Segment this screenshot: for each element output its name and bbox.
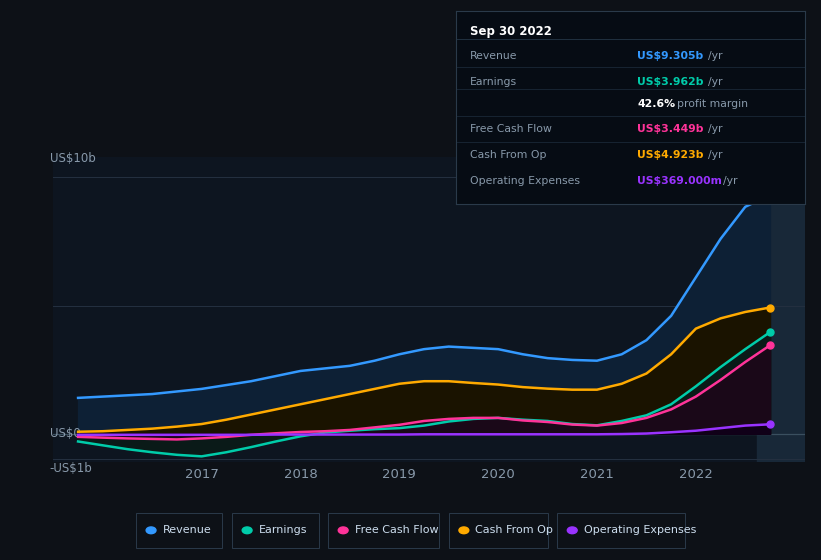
Text: US$10b: US$10b (49, 152, 95, 165)
Text: US$3.962b: US$3.962b (637, 77, 704, 87)
Text: US$0: US$0 (49, 427, 80, 440)
Text: US$369.000m: US$369.000m (637, 176, 722, 186)
Text: US$3.449b: US$3.449b (637, 124, 704, 134)
Text: US$9.305b: US$9.305b (637, 50, 704, 60)
Text: Free Cash Flow: Free Cash Flow (470, 124, 552, 134)
Text: Operating Expenses: Operating Expenses (584, 525, 696, 535)
Text: Earnings: Earnings (259, 525, 307, 535)
Text: /yr: /yr (723, 176, 738, 186)
Text: Free Cash Flow: Free Cash Flow (355, 525, 438, 535)
Text: US$4.923b: US$4.923b (637, 150, 704, 160)
Text: Cash From Op: Cash From Op (470, 150, 546, 160)
Text: Sep 30 2022: Sep 30 2022 (470, 25, 552, 38)
Text: Cash From Op: Cash From Op (475, 525, 553, 535)
Text: Earnings: Earnings (470, 77, 516, 87)
Text: /yr: /yr (708, 124, 722, 134)
Text: Revenue: Revenue (163, 525, 211, 535)
Text: /yr: /yr (708, 150, 722, 160)
Text: Operating Expenses: Operating Expenses (470, 176, 580, 186)
Text: /yr: /yr (708, 77, 722, 87)
Text: /yr: /yr (708, 50, 722, 60)
Text: -US$1b: -US$1b (49, 463, 92, 475)
Text: Revenue: Revenue (470, 50, 517, 60)
Bar (757, 157, 805, 462)
Text: profit margin: profit margin (677, 99, 748, 109)
Text: 42.6%: 42.6% (637, 99, 675, 109)
